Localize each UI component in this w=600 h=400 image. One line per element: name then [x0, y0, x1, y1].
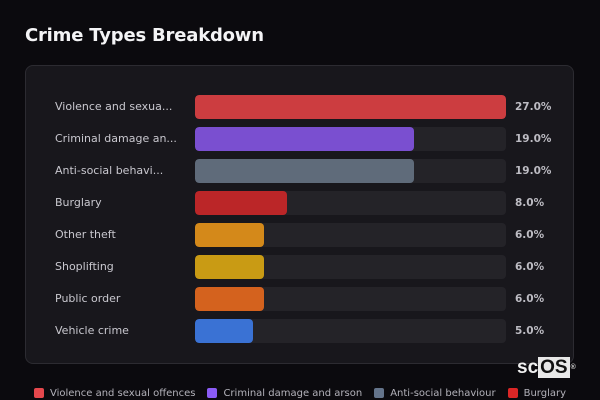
- bar-label: Violence and sexua...: [55, 100, 173, 113]
- legend-label: Criminal damage and arson: [223, 387, 363, 399]
- bar-value: 19.0%: [515, 165, 552, 177]
- bar-value: 19.0%: [515, 133, 552, 145]
- bar-row: Public order 6.0%: [26, 287, 573, 311]
- bar-value: 6.0%: [515, 229, 545, 241]
- registered-mark-icon: ®: [570, 364, 576, 371]
- legend-item[interactable]: Criminal damage and arson: [207, 386, 362, 400]
- bar-row: Violence and sexua... 27.0%: [26, 95, 573, 119]
- legend-swatch-icon: [507, 388, 518, 398]
- chart-legend: Violence and sexual offences Criminal dam…: [0, 386, 600, 400]
- chart-panel: Violence and sexua... 27.0% Criminal damag…: [25, 65, 574, 364]
- bar-value: 5.0%: [515, 325, 545, 337]
- bar-fill[interactable]: [195, 191, 288, 215]
- bar-label: Other theft: [55, 228, 116, 241]
- bar-track: [195, 287, 506, 311]
- bar-label: Anti-social behavi...: [55, 164, 164, 177]
- bar-label: Public order: [55, 292, 121, 305]
- logo-highlight: OS: [538, 357, 570, 378]
- bar-track: [195, 95, 506, 119]
- bar-fill[interactable]: [195, 319, 253, 343]
- bar-row: Burglary 8.0%: [26, 191, 573, 215]
- bar-track: [195, 319, 506, 343]
- bar-row: Anti-social behavi... 19.0%: [26, 159, 573, 183]
- bar-fill[interactable]: [195, 127, 414, 151]
- legend-swatch-icon: [33, 388, 44, 398]
- bar-row: Shoplifting 6.0%: [26, 255, 573, 279]
- logo-prefix: sc: [517, 357, 539, 378]
- bar-label: Burglary: [55, 196, 102, 209]
- legend-label: Violence and sexual offences: [49, 387, 196, 399]
- bar-fill[interactable]: [195, 223, 265, 247]
- bar-label: Criminal damage an...: [55, 132, 177, 145]
- bar-row: Criminal damage an... 19.0%: [26, 127, 573, 151]
- legend-label: Anti-social behaviour: [390, 387, 496, 399]
- bar-fill[interactable]: [195, 287, 265, 311]
- bar-row: Vehicle crime 5.0%: [26, 319, 573, 343]
- legend-swatch-icon: [207, 388, 218, 398]
- bar-row: Other theft 6.0%: [26, 223, 573, 247]
- legend-item[interactable]: Anti-social behaviour: [374, 386, 496, 400]
- bar-value: 8.0%: [515, 197, 545, 209]
- bar-track: [195, 223, 506, 247]
- bar-label: Vehicle crime: [55, 324, 129, 337]
- bar-value: 6.0%: [515, 261, 545, 273]
- chart-title: Crime Types Breakdown: [25, 25, 264, 46]
- bar-track: [195, 159, 506, 183]
- bar-value: 27.0%: [515, 101, 552, 113]
- bar-label: Shoplifting: [55, 260, 114, 273]
- bar-track: [195, 255, 506, 279]
- bar-fill[interactable]: [195, 95, 506, 119]
- legend-label: Burglary: [523, 387, 567, 399]
- bar-track: [195, 191, 506, 215]
- scos-logo: sc OS ®: [517, 357, 576, 378]
- bar-fill[interactable]: [195, 255, 265, 279]
- bar-value: 6.0%: [515, 293, 545, 305]
- bar-fill[interactable]: [195, 159, 414, 183]
- legend-swatch-icon: [374, 388, 385, 398]
- legend-item[interactable]: Violence and sexual offences: [33, 386, 196, 400]
- legend-item[interactable]: Burglary: [507, 386, 567, 400]
- bar-track: [195, 127, 506, 151]
